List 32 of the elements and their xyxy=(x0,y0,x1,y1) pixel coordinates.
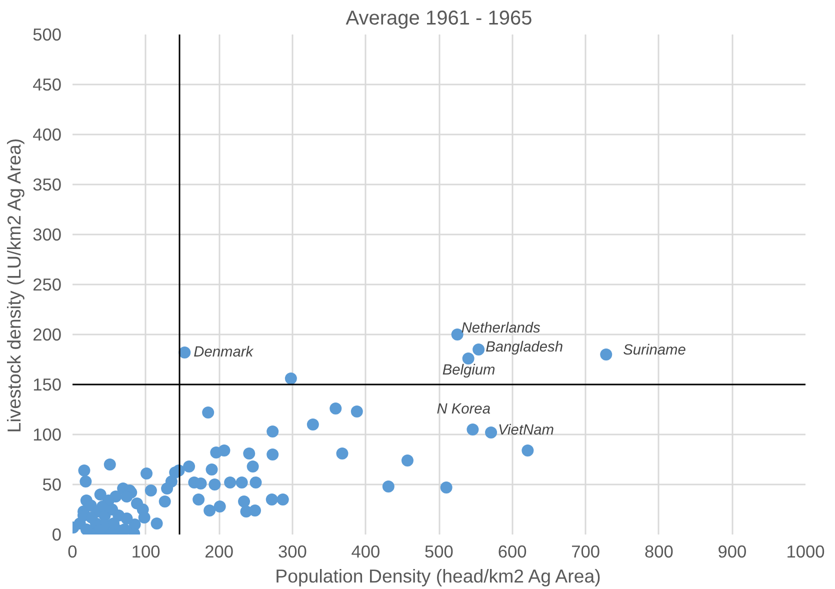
y-tick-label: 250 xyxy=(32,274,62,294)
annotation: Denmark xyxy=(194,344,254,360)
y-tick-label: 400 xyxy=(32,124,62,144)
x-tick-label: 0 xyxy=(68,542,78,562)
chart-title: Average 1961 - 1965 xyxy=(346,8,532,30)
annotation: Suriname xyxy=(623,342,686,358)
x-tick-label: 400 xyxy=(351,542,380,562)
x-axis-title: Population Density (head/km2 Ag Area) xyxy=(275,566,601,586)
y-tick-label: 500 xyxy=(32,24,62,44)
x-tick-label: 600 xyxy=(498,542,527,562)
annotation: VietNam xyxy=(498,422,554,438)
x-tick-label: 300 xyxy=(278,542,307,562)
x-tick-label: 900 xyxy=(718,542,747,562)
y-tick-label: 100 xyxy=(32,424,62,444)
annotation: Netherlands xyxy=(461,320,542,336)
x-tick-label: 800 xyxy=(644,542,674,562)
x-tick-label: 200 xyxy=(204,542,234,562)
annotation: Belgium xyxy=(442,362,496,378)
y-tick-label: 450 xyxy=(32,74,62,94)
annotation: Bangladesh xyxy=(486,340,564,356)
x-tick-label: 100 xyxy=(131,542,160,562)
y-tick-label: 150 xyxy=(32,374,62,394)
y-tick-label: 0 xyxy=(52,524,62,544)
y-tick-label: 350 xyxy=(32,174,62,194)
y-tick-label: 50 xyxy=(42,474,62,494)
x-tick-label: 1000 xyxy=(786,542,825,562)
x-tick-label: 500 xyxy=(424,542,454,562)
x-tick-label: 700 xyxy=(571,542,600,562)
annotation: N Korea xyxy=(436,402,490,418)
y-axis-title: Livestock density (LU/km2 Ag Area) xyxy=(4,138,25,433)
y-tick-label: 300 xyxy=(32,224,62,244)
y-tick-label: 200 xyxy=(32,324,62,344)
